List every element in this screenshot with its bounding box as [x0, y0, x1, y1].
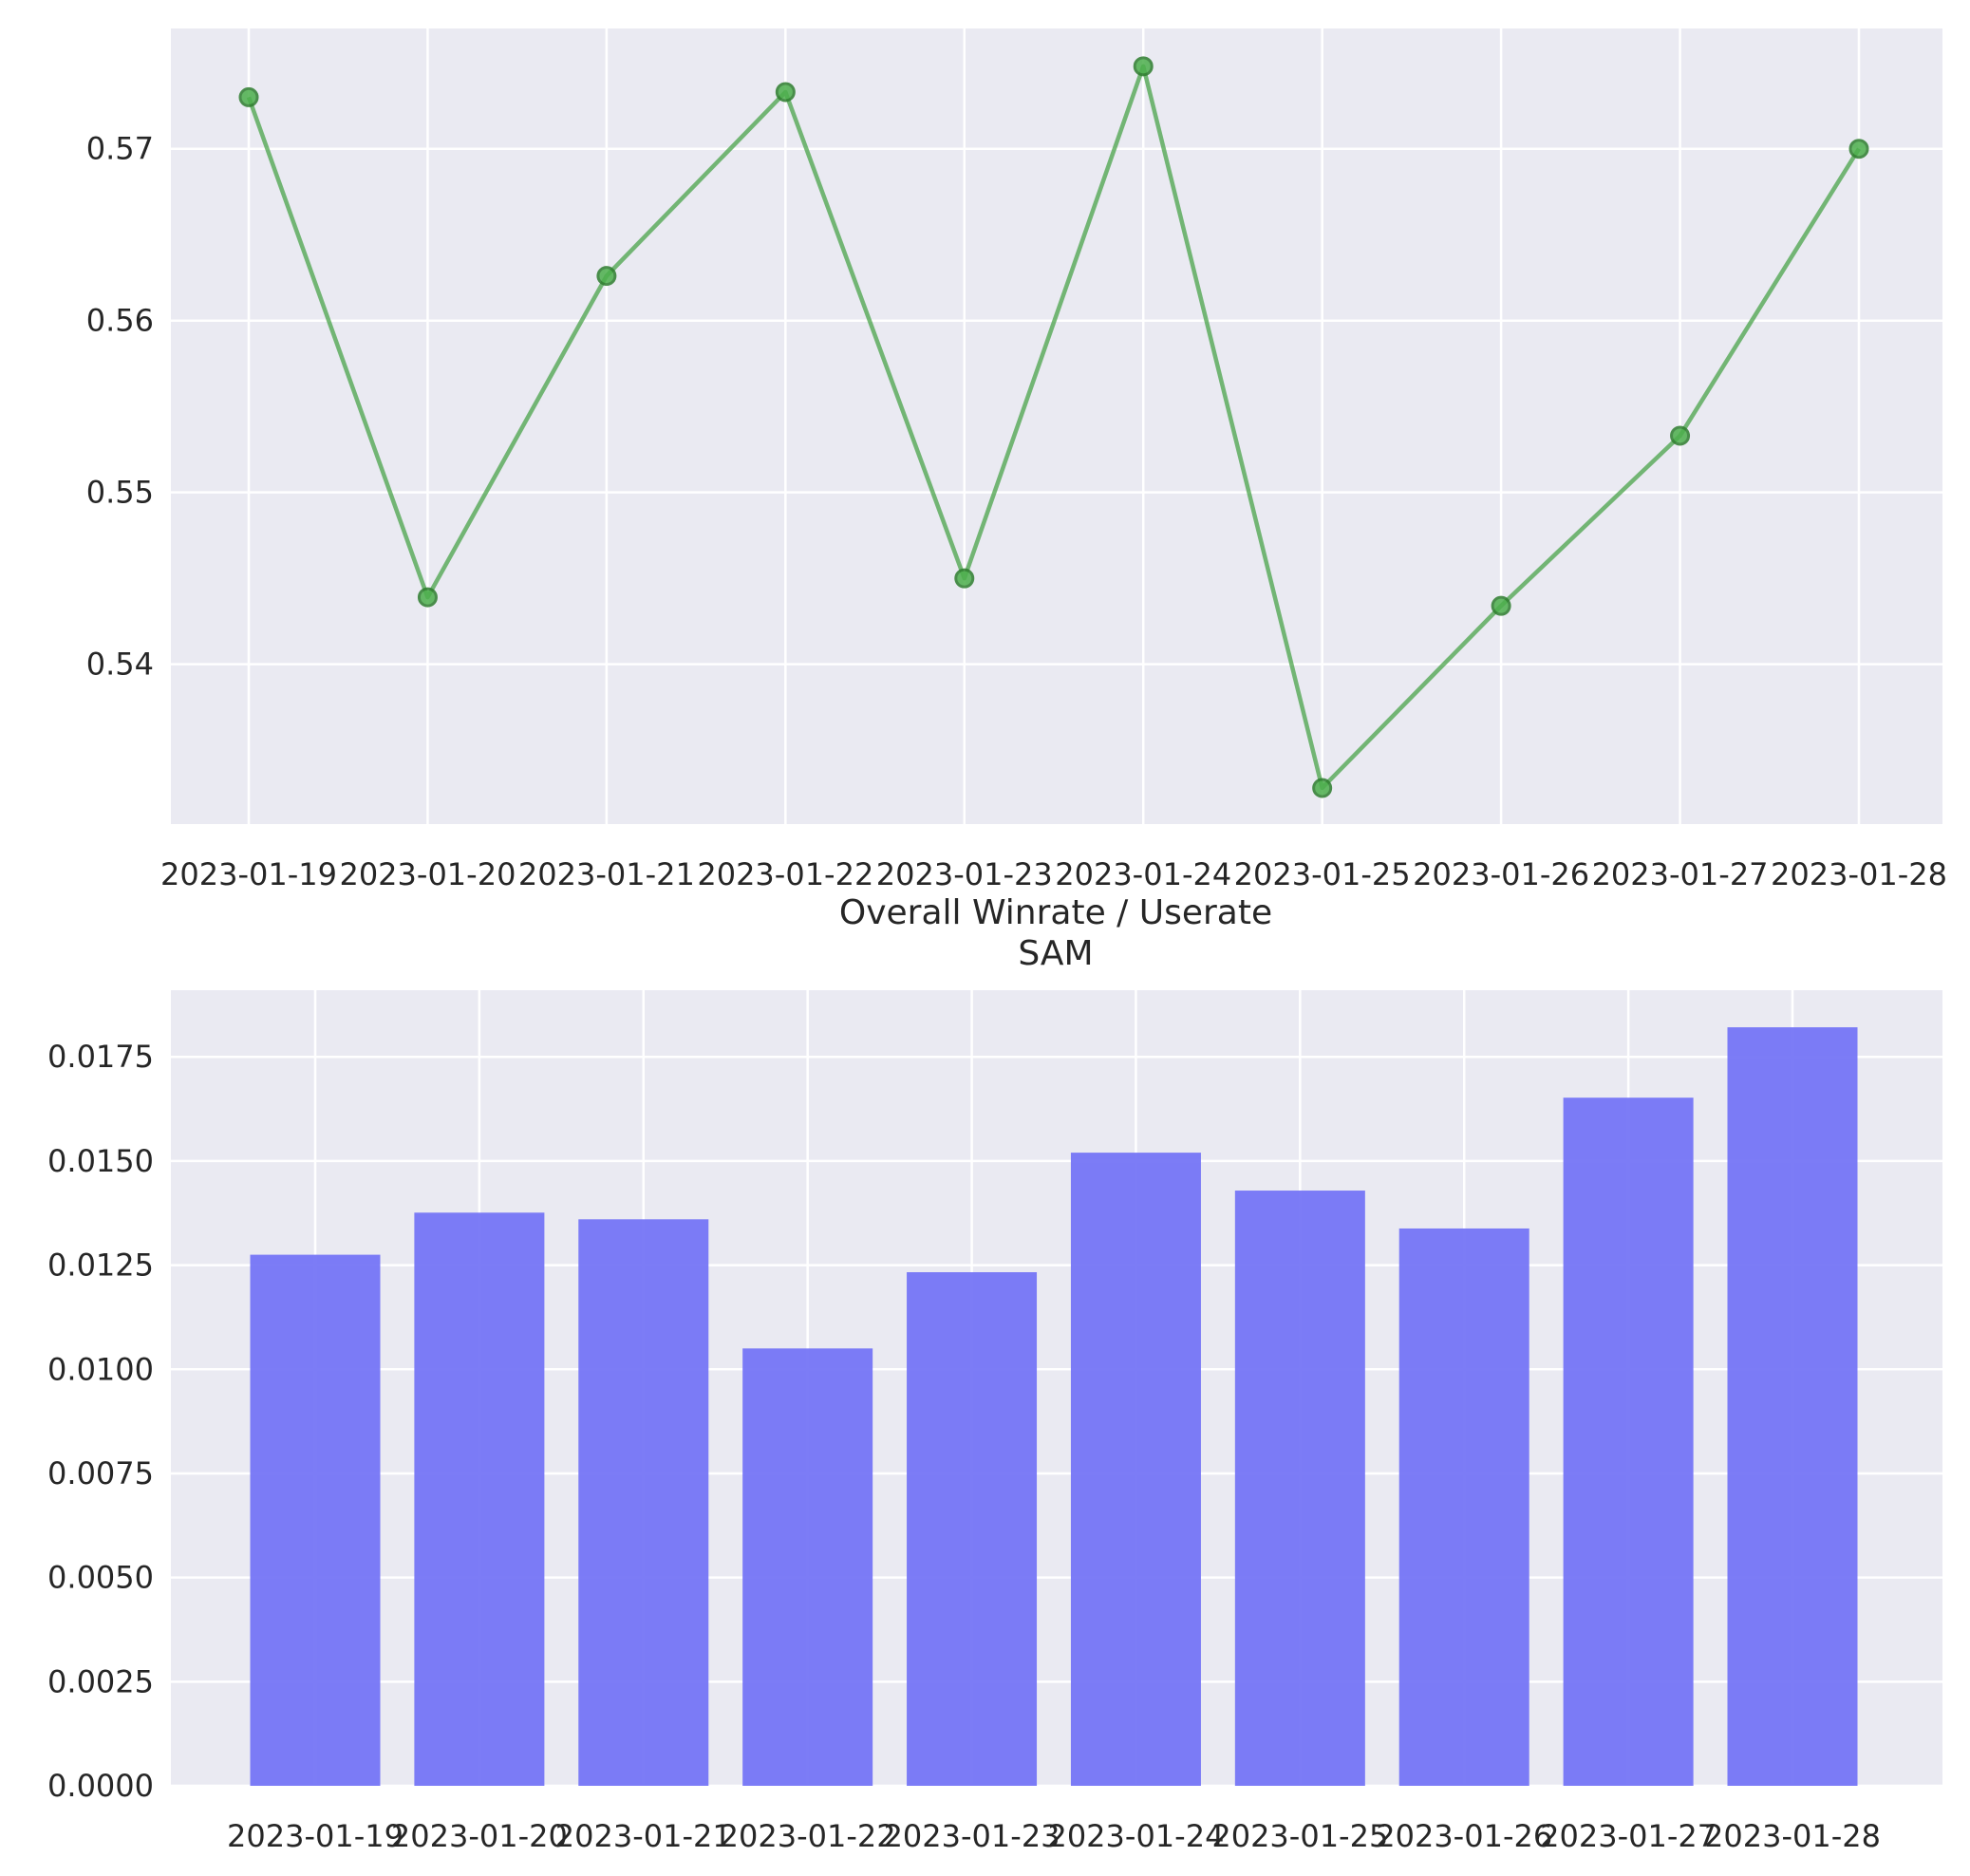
chart-subtitle: SAM — [1018, 934, 1093, 973]
bar — [742, 1348, 873, 1786]
bar — [1398, 1228, 1529, 1786]
bar-x-tick-label: 2023-01-20 — [391, 1818, 568, 1854]
line-y-tick-label: 0.57 — [86, 131, 154, 167]
chart-title: Overall Winrate / Userate — [839, 893, 1272, 932]
line-x-tick-label: 2023-01-19 — [160, 856, 337, 892]
bar — [1563, 1097, 1694, 1786]
bar-x-tick-label: 2023-01-22 — [720, 1818, 896, 1854]
line-x-tick-label: 2023-01-26 — [1413, 856, 1589, 892]
bar — [414, 1212, 545, 1786]
bar — [1727, 1027, 1858, 1786]
line-x-tick-label: 2023-01-28 — [1771, 856, 1947, 892]
bar-x-tick-labels: 2023-01-192023-01-202023-01-212023-01-22… — [227, 1818, 1881, 1854]
line-chart-panel: 0.540.550.560.57 2023-01-19 2023-01-20 202… — [86, 28, 1947, 892]
line-point — [1670, 425, 1691, 446]
bar-x-tick-label: 2023-01-27 — [1540, 1818, 1717, 1854]
line-point — [417, 587, 438, 608]
bar-chart-panel: 0.0000 0.0025 0.0050 0.0075 0.0100 0.0125 0.01… — [47, 990, 1942, 1854]
bar-y-tick-label: 0.0000 — [47, 1768, 154, 1804]
bar-y-tick-label: 0.0175 — [47, 1039, 154, 1075]
line-x-tick-label: 2023-01-24 — [1055, 856, 1231, 892]
bar-y-tick-label: 0.0025 — [47, 1663, 154, 1699]
line-x-tick-label: 2023-01-20 — [339, 856, 516, 892]
bar-y-tick-label: 0.0150 — [47, 1143, 154, 1179]
bar-y-tick-labels: 0.0000 0.0025 0.0050 0.0075 0.0100 0.0125 0.01… — [47, 1039, 154, 1804]
line-series — [246, 64, 1861, 791]
bar-x-tick-label: 2023-01-21 — [555, 1818, 732, 1854]
line-point — [1312, 778, 1333, 798]
bar-series — [250, 1027, 1858, 1786]
line-x-tick-label: 2023-01-21 — [518, 856, 695, 892]
bar-x-tick-label: 2023-01-28 — [1704, 1818, 1881, 1854]
line-y-tick-label: 0.54 — [86, 647, 154, 683]
bar — [1234, 1191, 1365, 1786]
line-point — [596, 266, 617, 287]
line-y-tick-label: 0.56 — [86, 303, 154, 339]
line-y-tick-labels: 0.54 0.55 0.56 0.57 — [86, 131, 154, 683]
line-point — [954, 568, 975, 589]
bar-x-tick-label: 2023-01-24 — [1047, 1818, 1224, 1854]
bar-y-tick-label: 0.0125 — [47, 1248, 154, 1284]
line-plot-background — [171, 28, 1942, 824]
line-x-tick-label: 2023-01-25 — [1234, 856, 1411, 892]
bar — [250, 1254, 381, 1786]
line-point — [1491, 595, 1511, 616]
line-x-tick-labels: 2023-01-19 2023-01-20 2023-01-21 2023-01-22… — [160, 856, 1947, 892]
line-point — [1848, 139, 1869, 159]
bar — [1070, 1153, 1201, 1786]
line-markers — [238, 56, 1869, 798]
line-point — [1133, 56, 1154, 77]
bar-x-tick-label: 2023-01-23 — [884, 1818, 1060, 1854]
bar-y-tick-label: 0.0050 — [47, 1560, 154, 1596]
line-x-tick-label: 2023-01-22 — [697, 856, 873, 892]
bar — [907, 1272, 1038, 1786]
line-point — [238, 86, 259, 107]
bar-y-tick-label: 0.0075 — [47, 1455, 154, 1491]
bar-x-tick-label: 2023-01-25 — [1211, 1818, 1388, 1854]
bar — [578, 1219, 709, 1786]
line-y-tick-label: 0.55 — [86, 475, 154, 511]
line-x-tick-label: 2023-01-23 — [876, 856, 1053, 892]
line-point — [775, 82, 796, 103]
line-x-tick-label: 2023-01-27 — [1592, 856, 1769, 892]
bar-x-tick-label: 2023-01-19 — [227, 1818, 403, 1854]
bar-y-tick-label: 0.0100 — [47, 1351, 154, 1387]
bar-x-tick-label: 2023-01-26 — [1376, 1818, 1552, 1854]
